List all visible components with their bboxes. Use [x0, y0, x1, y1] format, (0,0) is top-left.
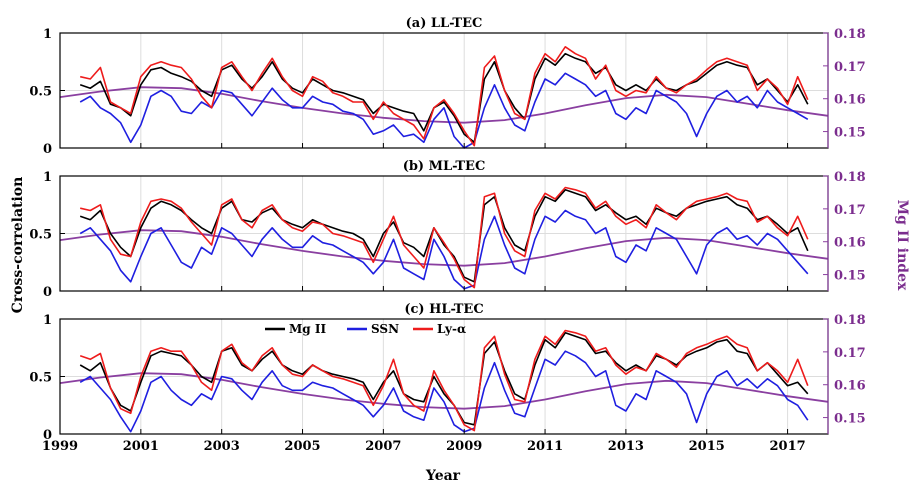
x-axis-labels: 1999 2001 2003 2005 2007 2009 2011 2013 2015 2017	[42, 439, 806, 454]
xtick-label: 2009	[446, 439, 482, 454]
y2tick-label: 0.16	[834, 379, 866, 394]
ytick-label: 0	[43, 142, 52, 157]
panel-2: 0 0.5 1 0.15 0.16 0.17 0.18 (b) ML-TEC	[29, 159, 865, 300]
series-line-mg-ii	[79, 52, 809, 144]
panel-title: (b) ML-TEC	[403, 159, 486, 174]
series-line-ssn	[79, 209, 809, 290]
mg2-index-line	[59, 372, 829, 410]
ytick-label: 0.5	[29, 228, 52, 243]
series-line-ly	[79, 329, 809, 432]
mg2-index-line	[59, 86, 829, 124]
ytick-label: 1	[43, 313, 52, 328]
series-line-mg-ii	[79, 331, 809, 426]
xtick-label: 2005	[284, 439, 320, 454]
mg2-index-line	[59, 229, 829, 267]
ylabel-left: Cross-correlation	[10, 177, 26, 314]
y2tick-label: 0.17	[834, 60, 866, 75]
ytick-label: 0.5	[29, 85, 52, 100]
y2tick-label: 0.15	[834, 126, 866, 141]
panel-1: 0 0.5 1 0.15 0.16 0.17 0.18 (a) LL-TEC	[29, 16, 865, 157]
y2tick-label: 0.16	[834, 93, 866, 108]
y2tick-label: 0.17	[834, 346, 866, 361]
legend-label: SSN	[371, 322, 399, 336]
y2tick-label: 0.18	[834, 27, 866, 42]
xtick-label: 2011	[527, 439, 563, 454]
xtick-label: 2017	[769, 439, 805, 454]
series-line-ly	[80, 186, 809, 289]
xtick-label: 2007	[365, 439, 401, 454]
legend-label: Ly-α	[437, 322, 466, 336]
y2tick-label: 0.17	[834, 203, 866, 218]
series-line-ssn	[79, 350, 809, 433]
panel-title: (c) HL-TEC	[404, 302, 483, 317]
ytick-label: 1	[43, 170, 52, 185]
ylabel-right: Mg II index	[894, 200, 910, 291]
y2tick-label: 0.15	[834, 269, 866, 284]
xtick-label: 2013	[608, 439, 644, 454]
series-line-ssn	[79, 72, 809, 149]
xtick-label: 1999	[42, 439, 78, 454]
ytick-label: 0.5	[29, 371, 52, 386]
panels: 0 0.5 1 0.15 0.16 0.17 0.18 (a) LL-TEC 0 0.5 1 0.15…	[29, 16, 865, 454]
legend: Mg II SSN Ly-α	[265, 322, 466, 336]
xtick-label: 2003	[204, 439, 240, 454]
panel-3: 0 0.5 1 0.15 0.16 0.17 0.18 (c) HL-TEC	[29, 302, 865, 443]
y2tick-label: 0.15	[834, 412, 866, 427]
y2tick-label: 0.18	[834, 313, 866, 328]
y2tick-label: 0.18	[834, 170, 866, 185]
ytick-label: 0	[43, 428, 52, 443]
panel-title: (a) LL-TEC	[406, 16, 483, 31]
ytick-label: 1	[43, 27, 52, 42]
xtick-label: 2001	[123, 439, 159, 454]
legend-label: Mg II	[289, 322, 326, 336]
series-line-ly	[80, 45, 809, 147]
xtick-label: 2015	[689, 439, 725, 454]
ytick-label: 0	[43, 285, 52, 300]
y2tick-label: 0.16	[834, 236, 866, 251]
xlabel: Year	[425, 468, 461, 484]
